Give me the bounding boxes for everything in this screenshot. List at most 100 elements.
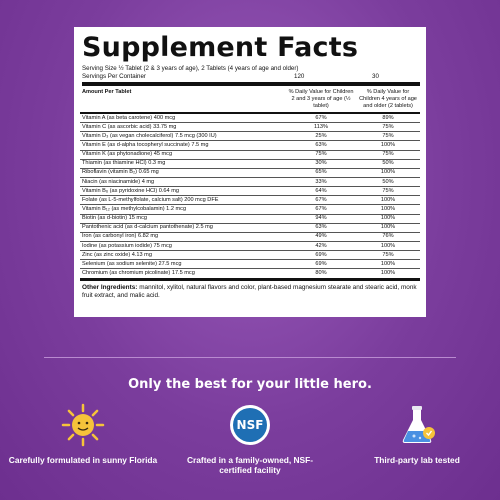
nutrient-name: Niacin (as niacinamide) 4 mg (80, 177, 286, 188)
nutrient-name: Pantothenic acid (as d-calcium pantothen… (80, 223, 286, 233)
dv-2-3: 75% (286, 150, 356, 160)
dv-2-3: 33% (286, 177, 356, 188)
other-ingredients-text: mannitol, xylitol, natural flavors and c… (82, 283, 417, 300)
dv-4: 75% (356, 186, 420, 197)
nutrient-name: Vitamin D₃ (as vegan cholecalciferol) 7.… (80, 131, 286, 142)
dv-4: 100% (356, 223, 420, 233)
nsf-badge-text: NSF (237, 418, 264, 432)
dv-2-3: 49% (286, 232, 356, 242)
nutrient-name: Vitamin A (as beta carotene) 400 mcg (80, 113, 286, 124)
header-dv-2-3: % Daily Value for Children 2 and 3 years… (286, 88, 356, 114)
dv-2-3: 63% (286, 223, 356, 233)
facts-table: Amount Per Tablet % Daily Value for Chil… (80, 88, 420, 281)
other-ingredients: Other Ingredients: mannitol, xylitol, na… (82, 284, 418, 301)
other-ingredients-label: Other Ingredients: (82, 283, 138, 291)
nutrient-name: Thiamin (as thiamine HCl) 0.3 mg (80, 159, 286, 169)
nutrient-name: Biotin (as d-biotin) 15 mcg (80, 214, 286, 224)
section-divider (44, 357, 456, 358)
table-row: Vitamin E (as d-alpha tocopheryl succina… (80, 140, 420, 151)
dv-2-3: 69% (286, 250, 356, 261)
dv-4: 50% (356, 177, 420, 188)
nutrient-name: Vitamin B₁₂ (as methylcobalamin) 1.2 mcg (80, 204, 286, 215)
servings-label: Servings Per Container (82, 73, 146, 80)
dv-2-3: 63% (286, 140, 356, 151)
feature-nsf: NSF Crafted in a family-owned, NSF-certi… (175, 403, 325, 475)
facts-title: Supplement Facts (82, 32, 359, 63)
nutrient-name: Folate (as L-5-methylfolate, calcium sal… (80, 195, 286, 206)
dv-2-3: 69% (286, 259, 356, 270)
facts-header-row: Amount Per Tablet % Daily Value for Chil… (80, 88, 420, 114)
nutrient-name: Selenium (as sodium selenite) 27.5 mcg (80, 259, 286, 270)
dv-4: 75% (356, 122, 420, 133)
dv-4: 100% (356, 140, 420, 151)
dv-2-3: 64% (286, 186, 356, 197)
dv-2-3: 30% (286, 159, 356, 169)
servings-value-2-3: 120 (294, 73, 305, 80)
dv-4: 75% (356, 131, 420, 142)
table-row: Pantothenic acid (as d-calcium pantothen… (80, 223, 420, 233)
dv-2-3: 113% (286, 122, 356, 133)
facts-rows: Vitamin A (as beta carotene) 400 mcg 67% 8… (80, 113, 420, 281)
dv-2-3: 80% (286, 268, 356, 281)
feature-lab: Third-party lab tested (342, 403, 492, 465)
dv-2-3: 67% (286, 195, 356, 206)
sun-icon (61, 403, 105, 447)
table-row: Thiamin (as thiamine HCl) 0.3 mg 30% 50% (80, 159, 420, 169)
nutrient-name: Vitamin K (as phytonadione) 45 mcg (80, 150, 286, 160)
nutrient-name: Zinc (as zinc oxide) 4.13 mg (80, 250, 286, 261)
dv-4: 100% (356, 214, 420, 224)
dv-4: 100% (356, 259, 420, 270)
feature-florida-label: Carefully formulated in sunny Florida (8, 455, 158, 465)
nutrient-name: Vitamin E (as d-alpha tocopheryl succina… (80, 140, 286, 151)
lab-flask-icon (402, 406, 435, 443)
dv-4: 100% (356, 168, 420, 178)
feature-lab-label: Third-party lab tested (374, 455, 460, 465)
dv-4: 100% (356, 241, 420, 252)
table-row: Vitamin K (as phytonadione) 45 mcg 75% 75% (80, 150, 420, 160)
dv-4: 76% (356, 232, 420, 242)
table-row: Folate (as L-5-methylfolate, calcium sal… (80, 195, 420, 206)
dv-2-3: 94% (286, 214, 356, 224)
feature-nsf-label: Crafted in a family-owned, NSF-certified… (186, 455, 314, 475)
table-row: Niacin (as niacinamide) 4 mg 33% 50% (80, 177, 420, 188)
nutrient-name: Vitamin C (as ascorbic acid) 33.75 mg (80, 122, 286, 133)
header-amount: Amount Per Tablet (80, 88, 286, 114)
table-row: Chromium (as chromium picolinate) 17.5 m… (80, 268, 420, 281)
nutrient-name: Chromium (as chromium picolinate) 17.5 m… (80, 268, 286, 281)
dv-4: 100% (356, 195, 420, 206)
table-row: Vitamin D₃ (as vegan cholecalciferol) 7.… (80, 131, 420, 142)
dv-4: 75% (356, 150, 420, 160)
dv-4: 89% (356, 113, 420, 124)
table-row: Biotin (as d-biotin) 15 mcg 94% 100% (80, 214, 420, 224)
table-row: Iron (as carbonyl iron) 6.82 mg 49% 76% (80, 232, 420, 242)
dv-4: 50% (356, 159, 420, 169)
servings-per-container: Servings Per Container 120 30 (82, 73, 420, 86)
dv-2-3: 25% (286, 131, 356, 142)
table-row: Vitamin B₆ (as pyridoxine HCl) 0.64 mg 64… (80, 186, 420, 197)
table-row: Zinc (as zinc oxide) 4.13 mg 69% 75% (80, 250, 420, 261)
dv-2-3: 65% (286, 168, 356, 178)
table-row: Vitamin A (as beta carotene) 400 mcg 67% 8… (80, 113, 420, 124)
dv-4: 100% (356, 204, 420, 215)
feature-florida: Carefully formulated in sunny Florida (8, 403, 158, 465)
dv-2-3: 42% (286, 241, 356, 252)
dv-2-3: 67% (286, 204, 356, 215)
dv-4: 75% (356, 250, 420, 261)
servings-value-4: 30 (372, 73, 379, 80)
dv-2-3: 67% (286, 113, 356, 124)
header-dv-4: % Daily Value for Children 4 years of ag… (356, 88, 420, 114)
nutrient-name: Vitamin B₆ (as pyridoxine HCl) 0.64 mg (80, 186, 286, 197)
table-row: Vitamin B₁₂ (as methylcobalamin) 1.2 mcg… (80, 204, 420, 215)
tagline: Only the best for your little hero. (128, 377, 372, 392)
supplement-facts-panel: Supplement Facts Serving Size ½ Tablet (… (74, 27, 426, 317)
table-row: Iodine (as potassium iodide) 75 mcg 42% 10… (80, 241, 420, 252)
dv-4: 100% (356, 268, 420, 281)
nutrient-name: Iodine (as potassium iodide) 75 mcg (80, 241, 286, 252)
table-row: Vitamin C (as ascorbic acid) 33.75 mg 113… (80, 122, 420, 133)
table-row: Selenium (as sodium selenite) 27.5 mcg 69… (80, 259, 420, 270)
nsf-badge-icon: NSF (230, 405, 270, 445)
table-row: Riboflavin (vitamin B₂) 0.65 mg 65% 100% (80, 168, 420, 178)
serving-size: Serving Size ½ Tablet (2 & 3 years of ag… (82, 65, 299, 72)
nutrient-name: Riboflavin (vitamin B₂) 0.65 mg (80, 168, 286, 178)
nutrient-name: Iron (as carbonyl iron) 6.82 mg (80, 232, 286, 242)
